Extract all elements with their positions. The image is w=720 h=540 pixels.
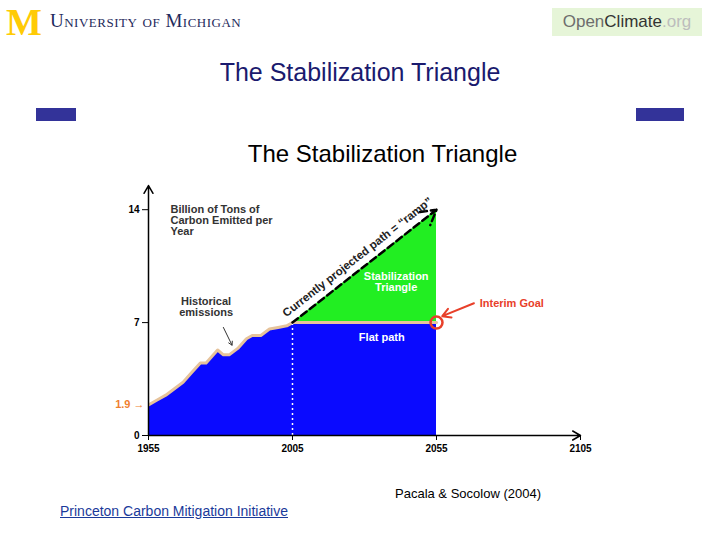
svg-text:1.9 →: 1.9 →: [115, 398, 144, 410]
svg-text:Historicalemissions: Historicalemissions: [179, 295, 233, 318]
svg-text:7: 7: [134, 317, 140, 328]
svg-text:1955: 1955: [137, 443, 160, 454]
html-text:Princeton Carbon Mitigation In: Princeton Carbon Mitigation Initiative: [60, 503, 288, 519]
svg-text:Currently projected path = “ra: Currently projected path = “ramp”: [280, 195, 434, 319]
svg-text:14: 14: [128, 204, 140, 215]
svg-text:0: 0: [134, 430, 140, 441]
svg-text:StabilizationTriangle: StabilizationTriangle: [364, 270, 429, 293]
svg-text:2005: 2005: [281, 443, 304, 454]
svg-text:Billion of Tons ofCarbon Emitt: Billion of Tons ofCarbon Emitted perYear: [171, 203, 274, 237]
svg-text:2055: 2055: [425, 443, 448, 454]
svg-text:2105: 2105: [569, 443, 592, 454]
svg-text:Flat path: Flat path: [359, 331, 405, 343]
svg-text:Interim Goal: Interim Goal: [480, 297, 544, 309]
html-text:Pacala & Socolow (2004): Pacala & Socolow (2004): [395, 486, 541, 501]
html-text:M University of Michigan: M University of Michigan: [6, 1, 242, 43]
html-text:Open Climate.org: Open Climate.org: [562, 12, 692, 31]
html-text:The Stabilization Triangle: The Stabilization Triangle: [247, 140, 518, 167]
html-text:The Stabilization Triangle: The Stabilization Triangle: [219, 58, 501, 86]
